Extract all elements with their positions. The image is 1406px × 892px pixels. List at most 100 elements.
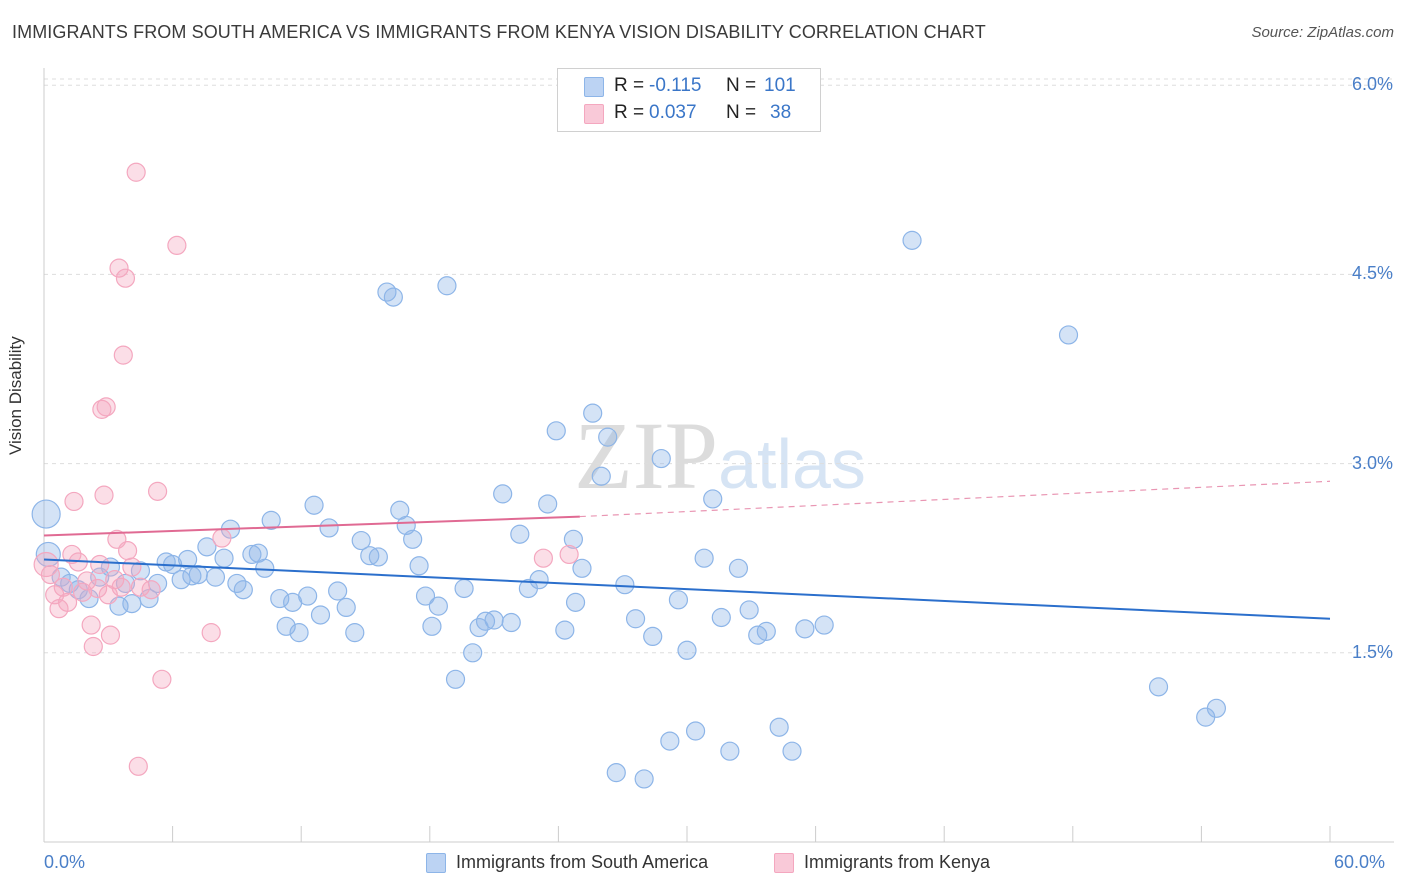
legend-r-value: -0.115 bbox=[649, 75, 702, 96]
legend-n-value: 38 bbox=[770, 102, 792, 123]
point-south-america bbox=[1206, 698, 1227, 718]
point-kenya bbox=[57, 592, 78, 612]
legend-r-value: 0.037 bbox=[649, 102, 697, 123]
point-south-america bbox=[501, 612, 521, 633]
point-south-america bbox=[739, 600, 759, 620]
x-tick-label-min: 0.0% bbox=[44, 852, 86, 872]
point-south-america bbox=[795, 619, 815, 639]
legend-swatch-pink bbox=[584, 104, 604, 124]
point-south-america bbox=[711, 607, 731, 628]
point-south-america bbox=[345, 623, 365, 643]
point-south-america bbox=[298, 586, 318, 606]
point-kenya bbox=[201, 623, 221, 643]
point-south-america bbox=[310, 605, 331, 625]
bottom-legend-swatch-pink bbox=[774, 853, 794, 873]
point-south-america bbox=[261, 510, 281, 530]
point-south-america bbox=[538, 494, 558, 514]
point-kenya bbox=[533, 548, 553, 568]
point-kenya bbox=[167, 235, 187, 256]
point-kenya bbox=[212, 528, 232, 548]
point-kenya bbox=[117, 541, 138, 561]
point-south-america bbox=[304, 495, 324, 515]
point-south-america bbox=[728, 558, 749, 578]
legend-n-label: N = bbox=[726, 102, 757, 123]
point-south-america bbox=[484, 610, 504, 630]
point-south-america bbox=[31, 499, 61, 529]
point-kenya bbox=[40, 565, 61, 585]
point-south-america bbox=[233, 580, 253, 600]
point-south-america bbox=[555, 620, 575, 640]
point-kenya bbox=[128, 756, 148, 776]
point-south-america bbox=[122, 594, 142, 614]
point-south-america bbox=[591, 466, 611, 486]
point-kenya bbox=[62, 544, 82, 565]
point-south-america bbox=[902, 230, 922, 250]
y-tick-label: 1.5% bbox=[1351, 641, 1393, 662]
point-south-america bbox=[546, 421, 566, 441]
y-tick-label: 3.0% bbox=[1351, 452, 1393, 473]
legend-swatch-blue bbox=[584, 77, 604, 97]
point-south-america bbox=[1058, 325, 1079, 345]
point-kenya bbox=[109, 258, 129, 278]
y-tick-label: 6.0% bbox=[1351, 74, 1393, 95]
legend-n-label: N = bbox=[726, 75, 757, 96]
point-south-america bbox=[668, 590, 689, 610]
trend-line-south-america bbox=[43, 558, 1331, 620]
point-south-america bbox=[377, 282, 397, 302]
point-kenya bbox=[96, 397, 116, 417]
point-south-america bbox=[214, 548, 234, 568]
point-south-america bbox=[615, 575, 635, 595]
point-south-america bbox=[529, 570, 549, 590]
point-south-america bbox=[428, 596, 448, 616]
point-south-america bbox=[1148, 677, 1169, 697]
point-south-america bbox=[606, 763, 626, 783]
bottom-legend-swatch-blue bbox=[426, 853, 446, 873]
legend-r-label: R = bbox=[614, 102, 645, 123]
point-south-america bbox=[336, 597, 356, 618]
point-kenya bbox=[64, 491, 84, 512]
bottom-legend-label: Immigrants from South America bbox=[456, 852, 709, 872]
point-south-america bbox=[782, 741, 802, 761]
point-kenya bbox=[113, 345, 133, 365]
point-south-america bbox=[677, 640, 697, 660]
point-south-america bbox=[270, 588, 290, 609]
point-south-america bbox=[437, 276, 457, 296]
point-kenya bbox=[111, 577, 131, 597]
point-south-america bbox=[598, 427, 618, 447]
point-south-america bbox=[415, 586, 436, 606]
trend-line-kenya-projection bbox=[579, 480, 1331, 518]
point-south-america bbox=[651, 448, 671, 469]
legend-n-value: 101 bbox=[764, 75, 796, 96]
point-south-america bbox=[368, 547, 388, 567]
point-south-america bbox=[328, 581, 348, 601]
point-south-america bbox=[289, 623, 309, 643]
point-south-america bbox=[720, 741, 740, 761]
point-south-america bbox=[643, 626, 663, 647]
point-kenya bbox=[126, 162, 146, 182]
x-tick-label-max: 60.0% bbox=[1334, 852, 1386, 872]
point-south-america bbox=[445, 669, 466, 689]
point-kenya bbox=[559, 544, 579, 565]
watermark: ZIPatlas bbox=[574, 402, 866, 509]
point-south-america bbox=[197, 537, 217, 557]
point-south-america bbox=[634, 769, 654, 789]
point-kenya bbox=[100, 625, 121, 645]
point-south-america bbox=[409, 556, 429, 576]
point-south-america bbox=[756, 621, 776, 641]
bottom-legend-label: Immigrants from Kenya bbox=[804, 852, 991, 872]
point-south-america bbox=[660, 731, 680, 751]
point-kenya bbox=[105, 570, 125, 590]
correlation-legend: R = -0.115 N = 101 R = 0.037 N = 38 bbox=[557, 68, 821, 132]
point-south-america bbox=[572, 558, 592, 578]
point-south-america bbox=[205, 567, 226, 587]
point-kenya bbox=[83, 636, 103, 657]
point-south-america bbox=[403, 529, 423, 549]
legend-r-label: R = bbox=[614, 75, 645, 96]
point-south-america bbox=[694, 548, 714, 568]
point-kenya bbox=[115, 268, 136, 288]
point-kenya bbox=[141, 580, 161, 600]
point-kenya bbox=[77, 571, 97, 591]
point-kenya bbox=[81, 615, 101, 635]
y-tick-label: 4.5% bbox=[1351, 263, 1393, 284]
